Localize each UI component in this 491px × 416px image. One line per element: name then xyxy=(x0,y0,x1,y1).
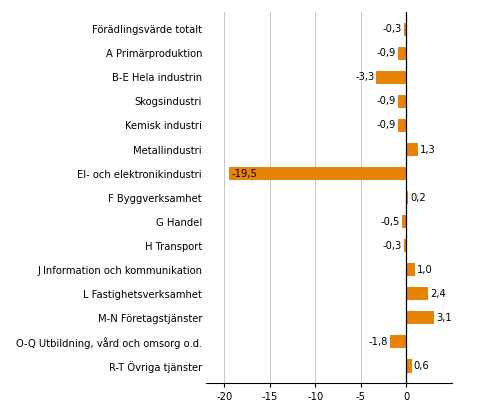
Text: -1,8: -1,8 xyxy=(369,337,388,347)
Bar xyxy=(406,191,408,204)
Text: -0,5: -0,5 xyxy=(381,217,400,227)
Bar xyxy=(404,239,406,252)
Bar xyxy=(398,95,406,108)
Text: -3,3: -3,3 xyxy=(355,72,375,82)
Text: 3,1: 3,1 xyxy=(436,313,452,323)
Text: -0,3: -0,3 xyxy=(382,241,402,251)
Bar xyxy=(229,167,406,180)
Text: 1,3: 1,3 xyxy=(420,144,436,154)
Text: -0,9: -0,9 xyxy=(377,97,396,106)
Bar xyxy=(406,359,412,372)
Bar xyxy=(390,335,406,349)
Bar xyxy=(406,143,418,156)
Text: -0,3: -0,3 xyxy=(382,24,402,34)
Bar xyxy=(406,311,435,324)
Bar xyxy=(376,71,406,84)
Bar xyxy=(406,263,415,276)
Bar xyxy=(402,215,406,228)
Bar xyxy=(406,287,428,300)
Text: 1,0: 1,0 xyxy=(417,265,433,275)
Text: 2,4: 2,4 xyxy=(430,289,446,299)
Text: -0,9: -0,9 xyxy=(377,121,396,131)
Bar xyxy=(398,119,406,132)
Bar xyxy=(398,47,406,60)
Text: 0,2: 0,2 xyxy=(410,193,426,203)
Bar xyxy=(404,23,406,36)
Text: -19,5: -19,5 xyxy=(232,168,258,178)
Text: 0,6: 0,6 xyxy=(413,361,429,371)
Text: -0,9: -0,9 xyxy=(377,48,396,58)
